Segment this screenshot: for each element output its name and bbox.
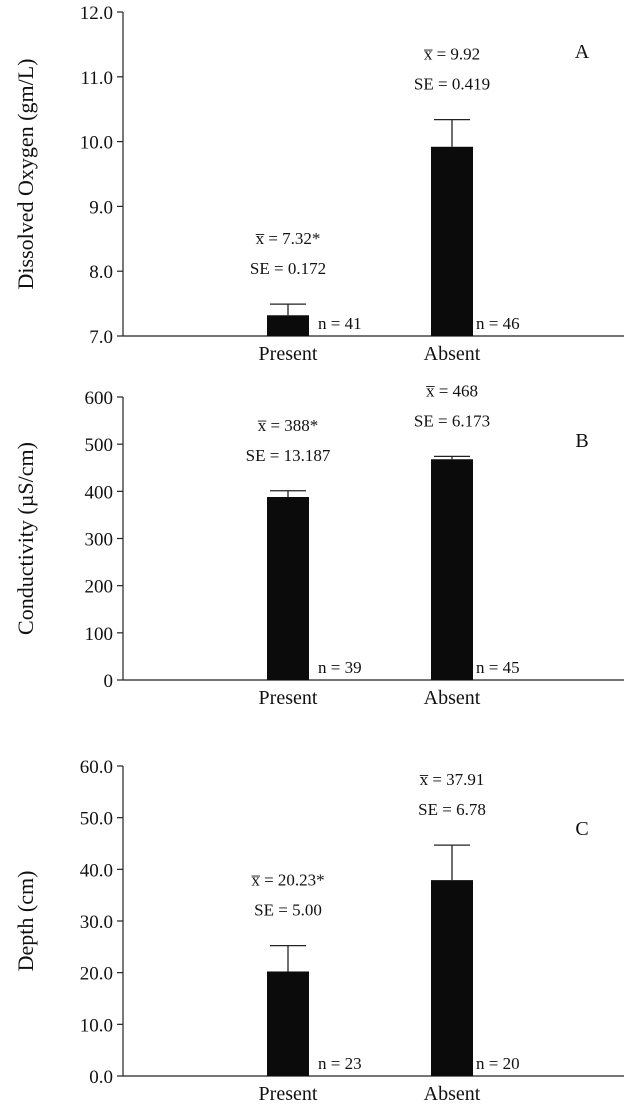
y-tick-label: 500 [85,435,114,456]
se-label: SE = 6.173 [414,411,490,430]
se-label: SE = 0.172 [250,259,326,278]
y-tick-label: 8.0 [89,262,113,283]
y-tick-label: 7.0 [89,327,113,348]
y-tick-label: 50.0 [80,809,113,830]
mean-label: x̅ = 37.91 [419,770,484,789]
y-axis-label: Dissolved Oxygen (gm/L) [13,59,38,290]
mean-label: x̅ = 9.92 [423,45,480,64]
y-axis-label: Conductivity (µS/cm) [13,442,38,635]
x-category-label: Absent [424,1083,481,1105]
y-tick-label: 30.0 [80,912,113,933]
mean-label: x̅ = 388* [257,416,318,435]
y-tick-label: 100 [85,624,114,645]
bar-present [267,971,309,1076]
y-tick-label: 20.0 [80,964,113,985]
y-tick-label: 10.0 [80,133,113,154]
chart-panel-a: 7.0 8.0 9.0 10.0 11.0 12.0 Dissolved Oxygen (g… [13,3,624,365]
se-label: SE = 5.00 [254,901,322,920]
y-tick-label: 300 [85,530,114,551]
y-tick-label: 200 [85,577,114,598]
n-label: n = 41 [318,314,362,333]
chart-panel-c: 0.0 10.0 20.0 30.0 40.0 50.0 60.0 Depth (cm) C Pr… [13,757,624,1105]
mean-label: x̅ = 468 [425,381,478,400]
y-tick-label: 12.0 [80,3,113,24]
x-category-label: Absent [424,343,481,365]
se-label: SE = 6.78 [418,800,486,819]
n-label: n = 39 [318,658,362,677]
n-label: n = 20 [476,1054,520,1073]
x-category-label: Present [259,1083,318,1105]
bar-present [267,315,309,336]
y-tick-label: 600 [85,388,114,409]
y-tick-label: 40.0 [80,860,113,881]
se-label: SE = 13.187 [246,446,331,465]
se-label: SE = 0.419 [414,75,490,94]
panel-letter: C [575,818,588,840]
bar-absent [431,459,473,680]
n-label: n = 45 [476,658,520,677]
bar-absent [431,880,473,1076]
mean-label: x̅ = 7.32* [255,229,320,248]
x-category-label: Present [259,687,318,709]
mean-label: x̅ = 20.23* [251,871,325,890]
y-tick-label: 10.0 [80,1015,113,1036]
n-label: n = 23 [318,1054,362,1073]
bar-present [267,496,309,680]
n-label: n = 46 [476,314,520,333]
y-axis-label: Depth (cm) [13,871,38,972]
bar-absent [431,146,473,336]
panel-letter: B [575,430,588,452]
chart-panel-b: 0 100 200 300 400 500 600 Conductivity (µS/cm) B… [13,381,624,709]
y-tick-label: 9.0 [89,197,113,218]
y-tick-label: 60.0 [80,757,113,778]
panel-letter: A [575,41,590,63]
y-tick-label: 11.0 [80,68,113,89]
x-category-label: Absent [424,687,481,709]
x-category-label: Present [259,343,318,365]
y-tick-label: 400 [85,482,114,503]
y-tick-label: 0.0 [89,1067,113,1088]
y-tick-label: 0 [104,671,114,692]
